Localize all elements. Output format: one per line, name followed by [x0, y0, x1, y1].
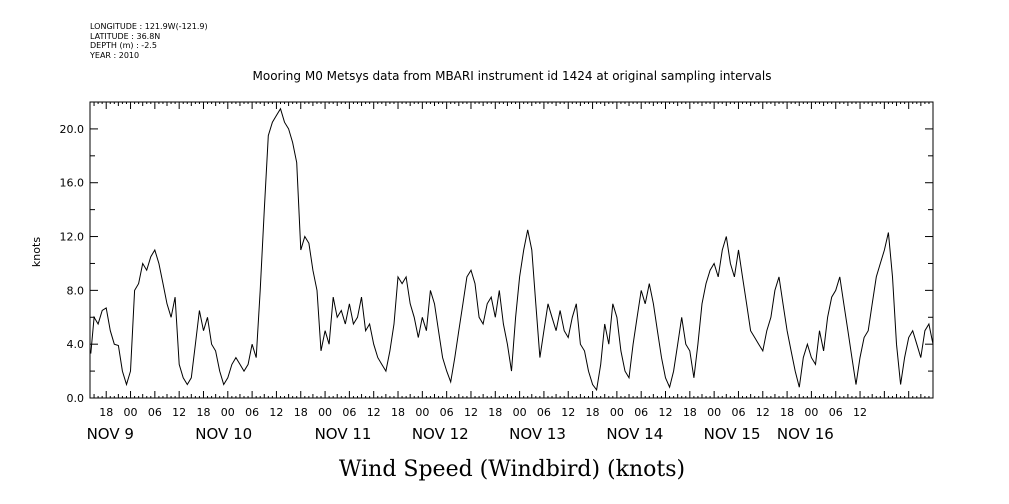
y-tick-label: 20.0	[60, 123, 85, 136]
x-hour-label: 12	[561, 406, 575, 419]
chart-title: Mooring M0 Metsys data from MBARI instru…	[253, 69, 772, 83]
x-day-label: NOV 10	[195, 425, 252, 443]
x-hour-label: 12	[464, 406, 478, 419]
depth-text: DEPTH (m) : -2.5	[90, 41, 157, 50]
x-hour-label: 12	[659, 406, 673, 419]
x-hour-label: 00	[415, 406, 429, 419]
x-hour-label: 18	[488, 406, 502, 419]
x-hour-label: 00	[610, 406, 624, 419]
x-hour-label: 06	[731, 406, 745, 419]
longitude-text: LONGITUDE : 121.9W(-121.9)	[90, 22, 208, 31]
x-day-label: NOV 16	[777, 425, 834, 443]
x-hour-label: 06	[342, 406, 356, 419]
x-hour-label: 18	[683, 406, 697, 419]
x-hour-label: 00	[804, 406, 818, 419]
x-day-label: NOV 12	[412, 425, 469, 443]
x-day-label: NOV 13	[509, 425, 566, 443]
x-hour-label: 18	[391, 406, 405, 419]
x-hour-label: 18	[586, 406, 600, 419]
x-day-label: NOV 9	[87, 425, 134, 443]
y-tick-label: 12.0	[60, 231, 85, 244]
x-hour-label: 18	[780, 406, 794, 419]
y-axis-label: knots	[30, 237, 43, 267]
x-hour-label: 18	[196, 406, 210, 419]
wind-speed-line	[90, 107, 934, 392]
x-hour-label: 18	[99, 406, 113, 419]
x-hour-label: 00	[221, 406, 235, 419]
x-hour-label: 12	[269, 406, 283, 419]
x-hour-label: 12	[756, 406, 770, 419]
x-day-label: NOV 11	[315, 425, 372, 443]
x-hour-label: 00	[513, 406, 527, 419]
x-day-label: NOV 15	[704, 425, 761, 443]
x-hour-label: 06	[148, 406, 162, 419]
x-hour-label: 00	[707, 406, 721, 419]
x-hour-label: 00	[124, 406, 138, 419]
x-hour-label: 06	[537, 406, 551, 419]
year-text: YEAR : 2010	[90, 50, 140, 60]
y-tick-label: 0.0	[67, 392, 85, 405]
y-axis: 0.0 4.0 8.0 12.0 16.0 20.0	[60, 101, 933, 405]
x-hour-label: 00	[318, 406, 332, 419]
y-tick-label: 4.0	[67, 338, 85, 351]
x-hour-label: 12	[172, 406, 186, 419]
x-axis: 18 00 06 12 18 00 06 12 18 00 06 12 18 00 06 12 18 00 06 12…	[87, 102, 934, 443]
metadata-block: LONGITUDE : 121.9W(-121.9) LATITUDE : 36…	[90, 22, 208, 60]
x-hour-label: 06	[634, 406, 648, 419]
y-tick-label: 16.0	[60, 177, 85, 190]
x-hour-label: 06	[440, 406, 454, 419]
x-hour-label: 06	[245, 406, 259, 419]
x-day-label: NOV 14	[606, 425, 663, 443]
x-hour-label: 12	[853, 406, 867, 419]
latitude-text: LATITUDE : 36.8N	[90, 31, 161, 41]
y-tick-label: 8.0	[67, 284, 85, 297]
x-hour-label: 12	[367, 406, 381, 419]
x-hour-label: 18	[294, 406, 308, 419]
x-axis-title: Wind Speed (Windbird) (knots)	[339, 457, 685, 482]
x-hour-label: 06	[829, 406, 843, 419]
